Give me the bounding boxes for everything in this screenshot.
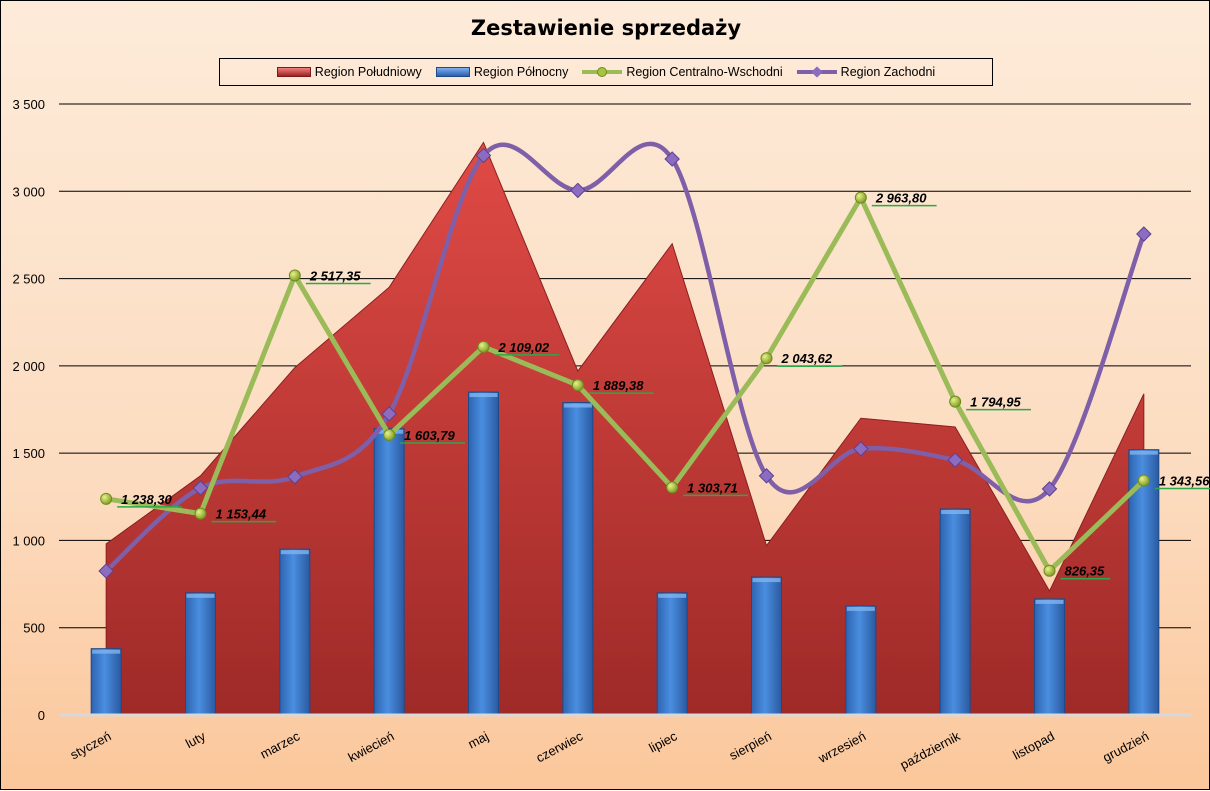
marker-region-zachodni xyxy=(98,563,114,579)
marker-region-centralno-wschodni xyxy=(949,395,962,408)
data-label: 1 794,95 xyxy=(970,395,1021,410)
data-label: 826,35 xyxy=(1065,564,1106,579)
marker-region-zachodni xyxy=(664,151,680,167)
data-label: 1 303,71 xyxy=(687,480,738,495)
marker-region-centralno-wschodni xyxy=(288,269,301,282)
legend: Region Południowy Region Północny Region… xyxy=(219,58,993,86)
legend-swatch-line xyxy=(582,67,623,77)
bar-region-polnocny xyxy=(656,592,688,716)
marker-region-zachodni xyxy=(1136,226,1152,242)
legend-item-region-poludniowy: Region Południowy xyxy=(276,65,422,79)
bar-top-bevel xyxy=(752,578,781,583)
x-tick-label: kwiecień xyxy=(346,728,397,765)
marker-region-zachodni xyxy=(192,480,209,496)
data-label: 2 109,02 xyxy=(498,340,550,355)
bar-top-bevel xyxy=(1129,450,1158,455)
data-label: 2 043,62 xyxy=(781,351,833,366)
data-label: 1 343,56 xyxy=(1159,473,1210,488)
y-tick-label: 2 500 xyxy=(12,272,45,287)
x-tick-label: styczeń xyxy=(68,728,114,762)
x-tick-label: listopad xyxy=(1010,728,1057,762)
marker-region-zachodni xyxy=(570,182,586,199)
marker-region-centralno-wschodni xyxy=(760,352,773,365)
x-tick-label: październik xyxy=(897,728,963,772)
y-tick-label: 3 500 xyxy=(12,97,45,112)
legend-swatch-line xyxy=(796,66,837,78)
data-label: 2 517,35 xyxy=(309,269,361,284)
legend-item-region-centralno-wschodni: Region Centralno-Wschodni xyxy=(582,65,783,79)
marker-region-zachodni xyxy=(1041,481,1058,497)
line-region-zachodni xyxy=(104,141,1146,573)
legend-label: Region Północny xyxy=(473,65,569,79)
legend-item-region-polnocny: Region Północny xyxy=(435,65,569,79)
bar-region-polnocny xyxy=(185,592,216,716)
bar-region-polnocny xyxy=(468,391,499,716)
bar-top-bevel xyxy=(846,606,875,611)
bar-top-bevel xyxy=(186,593,215,598)
y-tick-label: 3 000 xyxy=(12,184,45,199)
bar-region-polnocny xyxy=(279,548,311,716)
marker-region-centralno-wschodni xyxy=(100,492,113,505)
legend-swatch-area xyxy=(276,67,311,77)
x-tick-label: wrzesień xyxy=(815,728,868,766)
bar-region-polnocny xyxy=(373,428,405,716)
data-label: 1 889,38 xyxy=(593,378,644,393)
marker-region-centralno-wschodni xyxy=(666,481,679,494)
bar-top-bevel xyxy=(280,550,309,555)
marker-region-centralno-wschodni xyxy=(1137,474,1150,487)
marker-region-zachodni xyxy=(287,468,303,485)
bar-top-bevel xyxy=(469,393,498,398)
data-label: 1 603,79 xyxy=(404,428,455,443)
area-region-poludniowy xyxy=(105,141,1145,716)
x-tick-label: czerwiec xyxy=(534,728,586,765)
y-tick-label: 500 xyxy=(23,621,45,636)
y-tick-label: 1 500 xyxy=(12,446,45,461)
bar-region-polnocny xyxy=(562,402,594,716)
marker-region-centralno-wschodni xyxy=(1043,564,1056,577)
bar-top-bevel xyxy=(563,403,592,408)
bar-top-bevel xyxy=(941,510,970,515)
data-label: 1 153,44 xyxy=(216,507,267,522)
y-tick-label: 0 xyxy=(38,708,45,723)
bar-region-polnocny xyxy=(1128,449,1160,716)
marker-region-zachodni xyxy=(853,441,869,457)
line-region-centralno-wschodni xyxy=(105,195,1146,574)
bar-region-polnocny xyxy=(90,648,122,716)
x-tick-label: luty xyxy=(183,728,208,751)
x-tick-label: maj xyxy=(465,728,491,751)
data-label: 2 963,80 xyxy=(875,191,927,206)
x-tick-label: lipiec xyxy=(646,728,680,755)
x-tick-label: grudzień xyxy=(1100,728,1151,765)
marker-region-centralno-wschodni xyxy=(854,191,867,204)
chart-title: Zestawienie sprzedaży xyxy=(470,16,742,40)
bar-region-polnocny xyxy=(845,605,877,716)
bar-top-bevel xyxy=(1035,599,1064,604)
legend-item-region-zachodni: Region Zachodni xyxy=(796,65,936,79)
bar-region-polnocny xyxy=(939,508,971,716)
bar-top-bevel xyxy=(658,593,687,598)
marker-region-centralno-wschodni xyxy=(383,429,396,442)
bar-top-bevel xyxy=(92,649,121,654)
marker-region-zachodni xyxy=(381,406,397,422)
x-tick-label: marzec xyxy=(258,728,303,761)
data-label: 1 238,30 xyxy=(121,492,172,507)
y-tick-label: 2 000 xyxy=(12,359,45,374)
marker-region-zachodni xyxy=(475,147,492,164)
marker-region-centralno-wschodni xyxy=(571,379,584,392)
legend-label: Region Zachodni xyxy=(840,65,936,79)
legend-label: Region Centralno-Wschodni xyxy=(626,65,783,79)
bar-region-polnocny xyxy=(1034,598,1065,716)
legend-swatch-bar xyxy=(435,67,470,77)
legend-label: Region Południowy xyxy=(314,65,422,79)
x-tick-label: sierpień xyxy=(727,728,774,763)
marker-region-zachodni xyxy=(758,468,775,484)
bar-region-polnocny xyxy=(751,576,782,716)
marker-region-centralno-wschodni xyxy=(194,507,207,520)
marker-region-centralno-wschodni xyxy=(477,340,490,353)
marker-region-zachodni xyxy=(947,452,963,468)
y-tick-label: 1 000 xyxy=(12,533,45,548)
